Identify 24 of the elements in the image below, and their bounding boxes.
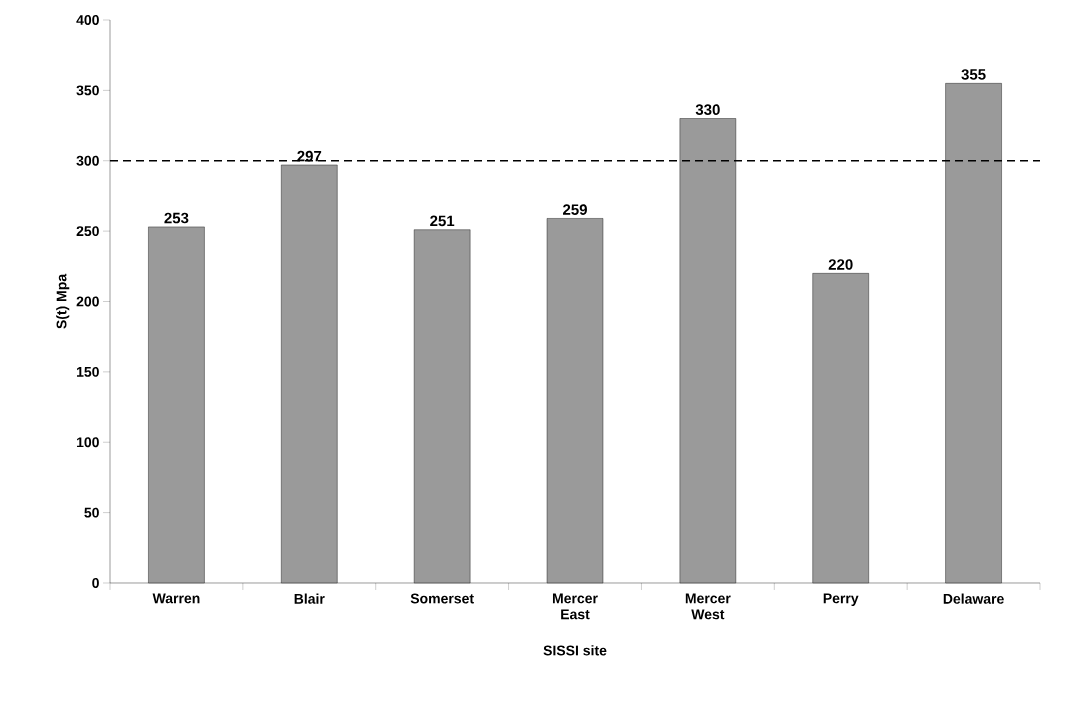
y-tick-label: 300: [76, 155, 99, 166]
data-label: 259: [563, 204, 587, 215]
y-tick-label: 250: [76, 226, 99, 237]
x-tick-label: Somerset: [410, 593, 474, 604]
y-tick-label: 350: [76, 85, 99, 96]
x-tick-label: Delaware: [943, 593, 1004, 604]
y-axis-title: S(t) Mpa: [56, 273, 70, 329]
data-label: 253: [164, 212, 189, 224]
x-tick-label: Blair: [294, 593, 325, 604]
x-tick-label: Perry: [823, 593, 859, 607]
y-tick-label: 200: [76, 296, 99, 307]
y-tick-label: 150: [76, 366, 99, 377]
x-axis-title: SISSI site: [543, 645, 607, 656]
y-tick-label: 100: [76, 437, 99, 448]
data-label: 330: [695, 104, 720, 115]
x-tick-label: Mercer West: [685, 593, 731, 620]
y-tick-label: 400: [76, 15, 99, 25]
x-tick-label: Warren: [152, 593, 200, 604]
data-label: 220: [828, 259, 853, 270]
y-tick-label: 0: [92, 578, 99, 588]
y-tick-label: 50: [84, 507, 99, 518]
x-tick-label: Mercer East: [552, 593, 598, 620]
data-label: 251: [430, 215, 455, 227]
data-label: 355: [961, 69, 986, 80]
